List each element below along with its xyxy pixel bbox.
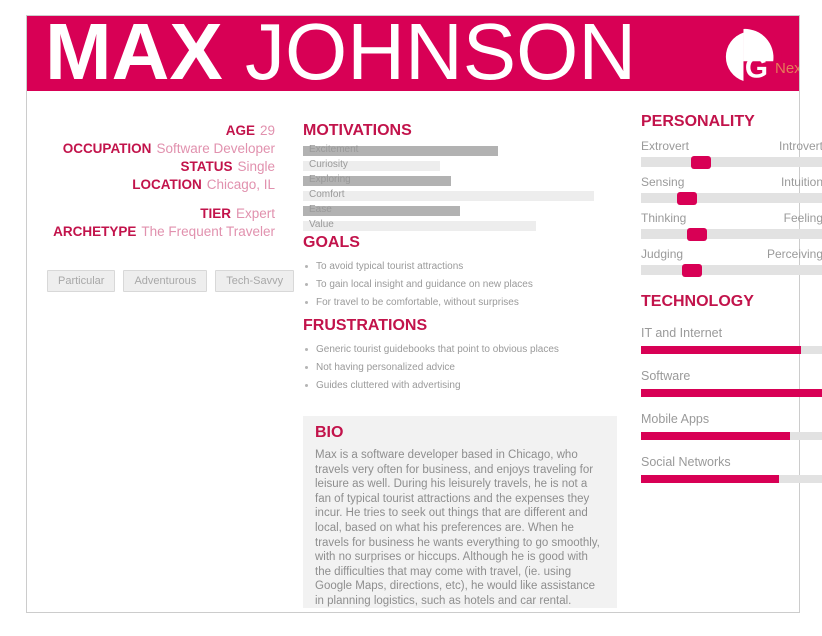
svg-text:G: G [745,51,768,84]
